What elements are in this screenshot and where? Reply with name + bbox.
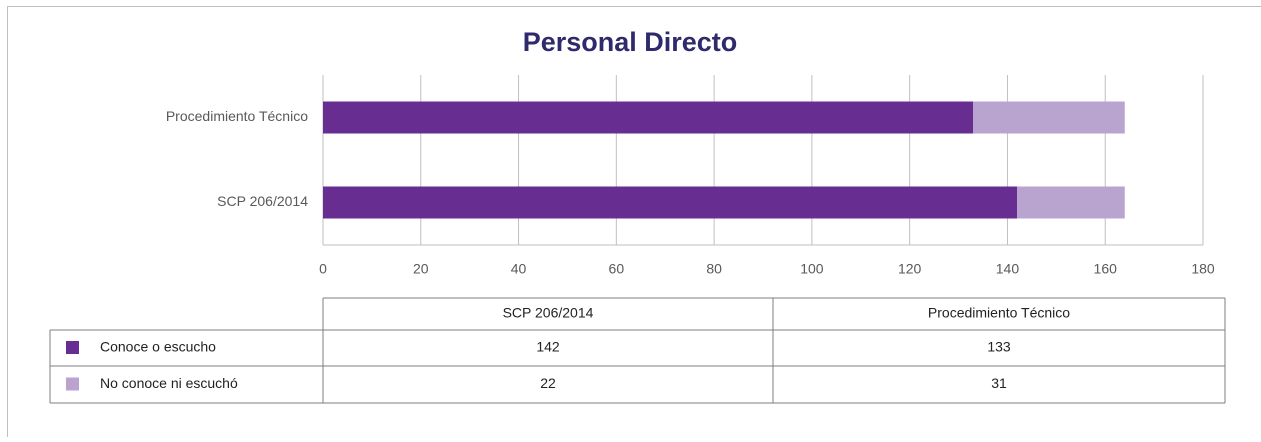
x-tick-label: 160: [1094, 261, 1118, 277]
x-tick-label: 40: [511, 261, 527, 277]
bar: [973, 102, 1125, 134]
table-value: 133: [987, 339, 1011, 355]
x-tick-label: 140: [996, 261, 1020, 277]
x-tick-label: 180: [1191, 261, 1215, 277]
legend-swatch: [66, 341, 79, 354]
x-tick-label: 100: [800, 261, 824, 277]
legend-label: No conoce ni escuchó: [100, 375, 238, 391]
bar: [323, 187, 1017, 219]
table-value: 142: [536, 339, 560, 355]
x-tick-label: 0: [319, 261, 327, 277]
table-value: 31: [991, 375, 1007, 391]
bar: [323, 102, 973, 134]
table-value: 22: [540, 375, 556, 391]
table-header: Procedimiento Técnico: [928, 305, 1070, 321]
x-tick-label: 60: [609, 261, 625, 277]
frame: [8, 7, 1261, 438]
bar: [1017, 187, 1125, 219]
table-header: SCP 206/2014: [503, 305, 594, 321]
chart: Personal Directo 0 20 40 60 80 100 120 140 160 18…: [0, 0, 1261, 437]
y-tick-label: Procedimiento Técnico: [166, 108, 308, 124]
x-tick-label: 120: [898, 261, 922, 277]
legend-swatch: [66, 378, 79, 391]
x-tick-label: 20: [413, 261, 429, 277]
legend-label: Conoce o escucho: [100, 339, 216, 355]
x-tick-label: 80: [706, 261, 722, 277]
chart-title: Personal Directo: [523, 27, 738, 57]
y-tick-label: SCP 206/2014: [217, 193, 308, 209]
